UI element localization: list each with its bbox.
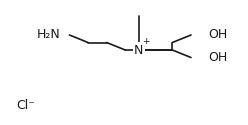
Text: OH: OH — [208, 28, 228, 42]
Text: +: + — [142, 37, 150, 46]
Text: OH: OH — [208, 51, 228, 64]
Text: H₂N: H₂N — [36, 28, 60, 42]
Text: N: N — [134, 44, 144, 57]
Text: Cl⁻: Cl⁻ — [17, 99, 35, 112]
